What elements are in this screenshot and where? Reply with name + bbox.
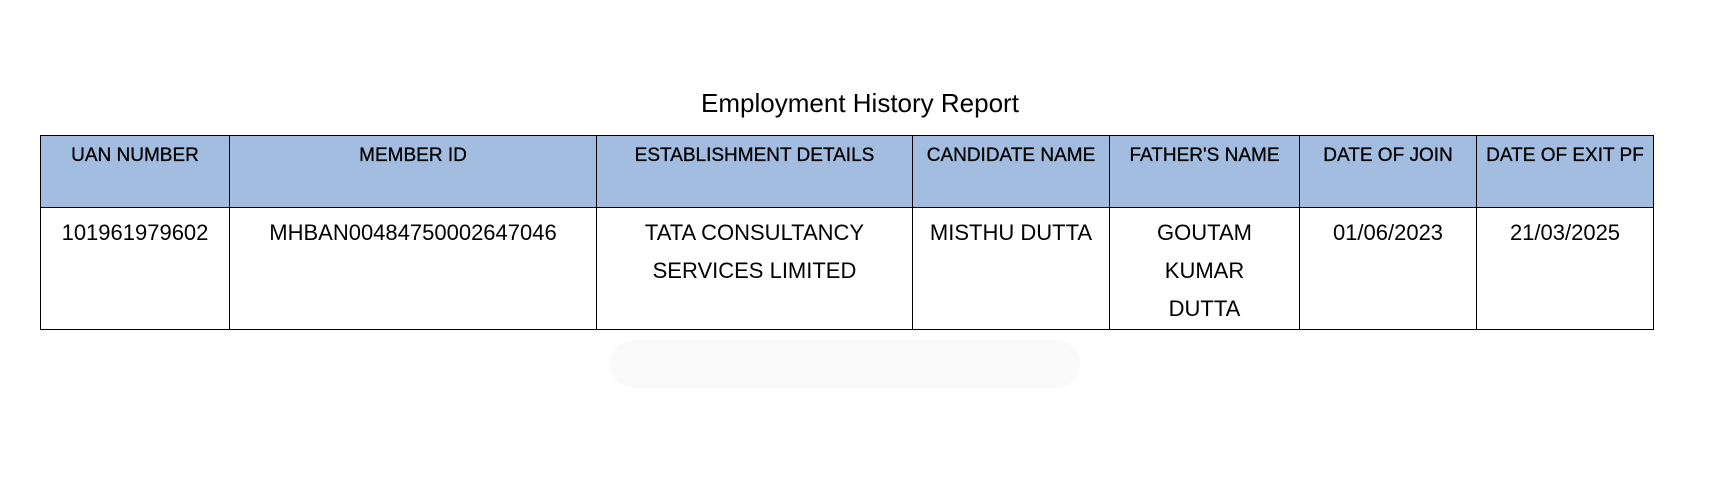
header-date-of-exit-pf: DATE OF EXIT PF bbox=[1476, 135, 1654, 208]
header-row: UAN NUMBER MEMBER ID ESTABLISHMENT DETAI… bbox=[40, 135, 1654, 208]
table-row: 101961979602 MHBAN00484750002647046 TATA… bbox=[40, 207, 1654, 330]
header-candidate-name: CANDIDATE NAME bbox=[912, 135, 1110, 208]
cell-member-id: MHBAN00484750002647046 bbox=[229, 207, 597, 330]
cell-candidate-name: MISTHU DUTTA bbox=[912, 207, 1110, 330]
cell-fathers-name: GOUTAM KUMAR DUTTA bbox=[1109, 207, 1300, 330]
cell-establishment-details: TATA CONSULTANCY SERVICES LIMITED bbox=[596, 207, 913, 330]
header-fathers-name: FATHER'S NAME bbox=[1109, 135, 1300, 208]
cell-uan-number: 101961979602 bbox=[40, 207, 230, 330]
header-establishment-details: ESTABLISHMENT DETAILS bbox=[596, 135, 913, 208]
faint-shadow bbox=[610, 340, 1080, 388]
employment-history-table: UAN NUMBER MEMBER ID ESTABLISHMENT DETAI… bbox=[40, 135, 1654, 330]
header-date-of-join: DATE OF JOIN bbox=[1299, 135, 1477, 208]
cell-date-of-join: 01/06/2023 bbox=[1299, 207, 1477, 330]
report-title: Employment History Report bbox=[701, 88, 1019, 118]
header-uan-number: UAN NUMBER bbox=[40, 135, 230, 208]
cell-date-of-exit-pf: 21/03/2025 bbox=[1476, 207, 1654, 330]
header-member-id: MEMBER ID bbox=[229, 135, 597, 208]
